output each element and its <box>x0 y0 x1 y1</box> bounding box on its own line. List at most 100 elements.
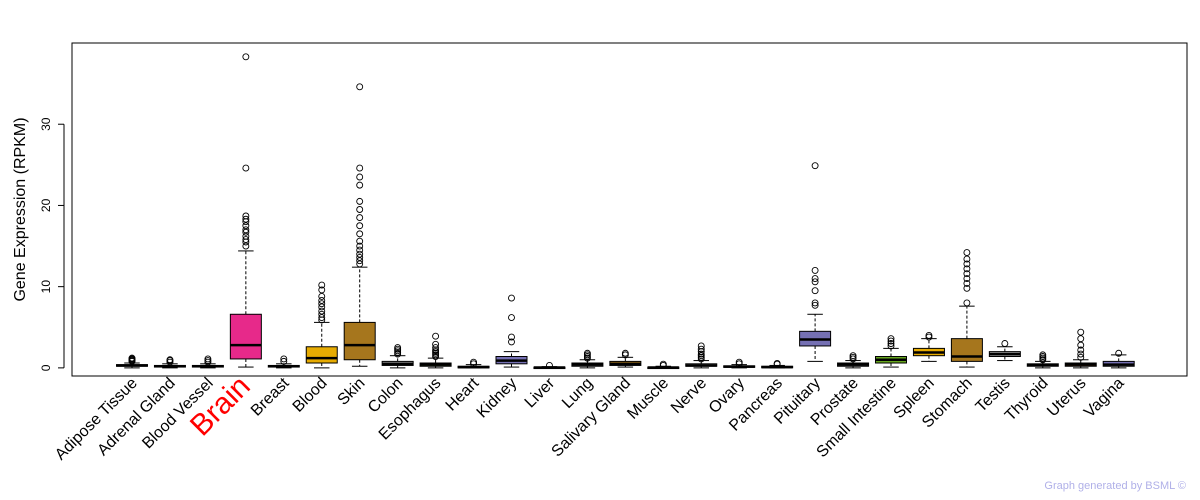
x-tick-label-nerve: Nerve <box>668 375 710 417</box>
outlier-point <box>697 342 705 350</box>
outlier-point <box>925 331 933 339</box>
outlier-point <box>1077 328 1085 336</box>
outlier-point <box>242 232 250 240</box>
outlier-point <box>242 242 250 250</box>
outlier-point <box>887 337 895 345</box>
outlier-point <box>963 249 971 256</box>
y-tick-label: 10 <box>39 280 53 294</box>
outlier-point <box>432 344 440 352</box>
outlier-point <box>849 352 857 360</box>
outlier-point <box>583 349 591 357</box>
plot-frame <box>71 42 1188 377</box>
outlier-point <box>546 361 553 369</box>
outlier-point <box>811 299 819 307</box>
outlier-point <box>356 260 364 268</box>
outlier-point <box>204 355 212 363</box>
box-brain <box>229 313 262 360</box>
outlier-point <box>735 358 743 366</box>
outlier-point <box>773 359 781 367</box>
outlier-point <box>887 340 895 347</box>
outlier-point <box>963 260 971 268</box>
outlier-point <box>356 173 364 181</box>
outlier-point <box>242 53 250 61</box>
outlier-point <box>242 226 250 234</box>
outlier-point <box>356 214 364 222</box>
outlier-point <box>697 350 705 358</box>
outlier-point <box>963 255 971 263</box>
outlier-point <box>280 357 288 365</box>
outlier-point <box>1077 346 1085 354</box>
outlier-point <box>280 355 288 363</box>
outlier-point <box>508 333 515 341</box>
outlier-point <box>811 287 819 295</box>
outlier-point <box>318 314 326 321</box>
x-tick-label-vagina: Vagina <box>1081 375 1127 421</box>
outlier-point <box>811 301 819 309</box>
outlier-point <box>356 222 364 230</box>
outlier-point <box>963 275 971 282</box>
outlier-point <box>318 292 326 300</box>
outlier-point <box>811 278 819 286</box>
y-tick-label: 30 <box>39 117 53 131</box>
outlier-point <box>963 299 971 307</box>
outlier-point <box>659 360 667 368</box>
outlier-point <box>242 164 250 172</box>
outlier-point <box>318 297 326 304</box>
x-tick-label-muscle: Muscle <box>624 375 672 423</box>
outlier-point <box>394 344 402 352</box>
outlier-point <box>1077 341 1085 349</box>
outlier-point <box>356 230 364 238</box>
outlier-point <box>356 253 364 261</box>
box-stomach <box>950 338 983 362</box>
outlier-point <box>1077 353 1085 361</box>
x-tick-label-kidney: Kidney <box>474 375 521 422</box>
outlier-point <box>508 294 515 302</box>
outlier-point <box>318 286 326 294</box>
outlier-point <box>432 340 440 348</box>
outlier-point <box>242 228 250 236</box>
outlier-point <box>963 284 971 292</box>
outlier-point <box>356 246 364 254</box>
outlier-point <box>1115 349 1123 357</box>
box-skin <box>343 321 376 361</box>
y-tick-label: 20 <box>39 198 53 212</box>
x-tick-label-thyroid: Thyroid <box>1002 375 1052 425</box>
outlier-point <box>811 275 819 282</box>
outlier-point <box>811 162 819 170</box>
outlier-point <box>356 181 364 189</box>
y-tick-label: 0 <box>39 364 53 371</box>
outlier-point <box>1077 350 1085 358</box>
outlier-point <box>128 354 136 362</box>
x-tick-label-blood: Blood <box>290 375 331 416</box>
outlier-point <box>356 197 364 205</box>
outlier-point <box>432 332 440 340</box>
outlier-point <box>318 310 326 318</box>
outlier-point <box>621 349 629 357</box>
outlier-point <box>242 212 250 220</box>
outlier-point <box>697 345 705 353</box>
outlier-point <box>356 206 364 213</box>
outlier-point <box>1039 351 1047 359</box>
x-tick-label-skin: Skin <box>334 375 368 409</box>
outlier-point <box>356 257 364 265</box>
outlier-point <box>1077 335 1085 343</box>
outlier-point <box>811 266 819 274</box>
outlier-point <box>242 236 250 244</box>
outlier-point <box>242 222 250 230</box>
outlier-point <box>318 281 326 289</box>
outlier-point <box>963 270 971 278</box>
y-axis-label: Gene Expression (RPKM) <box>12 117 29 301</box>
outlier-point <box>1001 340 1009 347</box>
outlier-point <box>508 314 515 321</box>
outlier-point <box>356 164 364 172</box>
outlier-point <box>356 242 364 250</box>
outlier-point <box>242 215 250 223</box>
credit-text: Graph generated by BSML © <box>1044 480 1186 492</box>
outlier-point <box>963 279 971 287</box>
outlier-point <box>887 342 895 350</box>
x-tick-label-liver: Liver <box>522 374 559 411</box>
outlier-point <box>356 250 364 258</box>
outlier-point <box>356 237 364 245</box>
outlier-point <box>318 300 326 308</box>
outlier-point <box>318 307 326 315</box>
